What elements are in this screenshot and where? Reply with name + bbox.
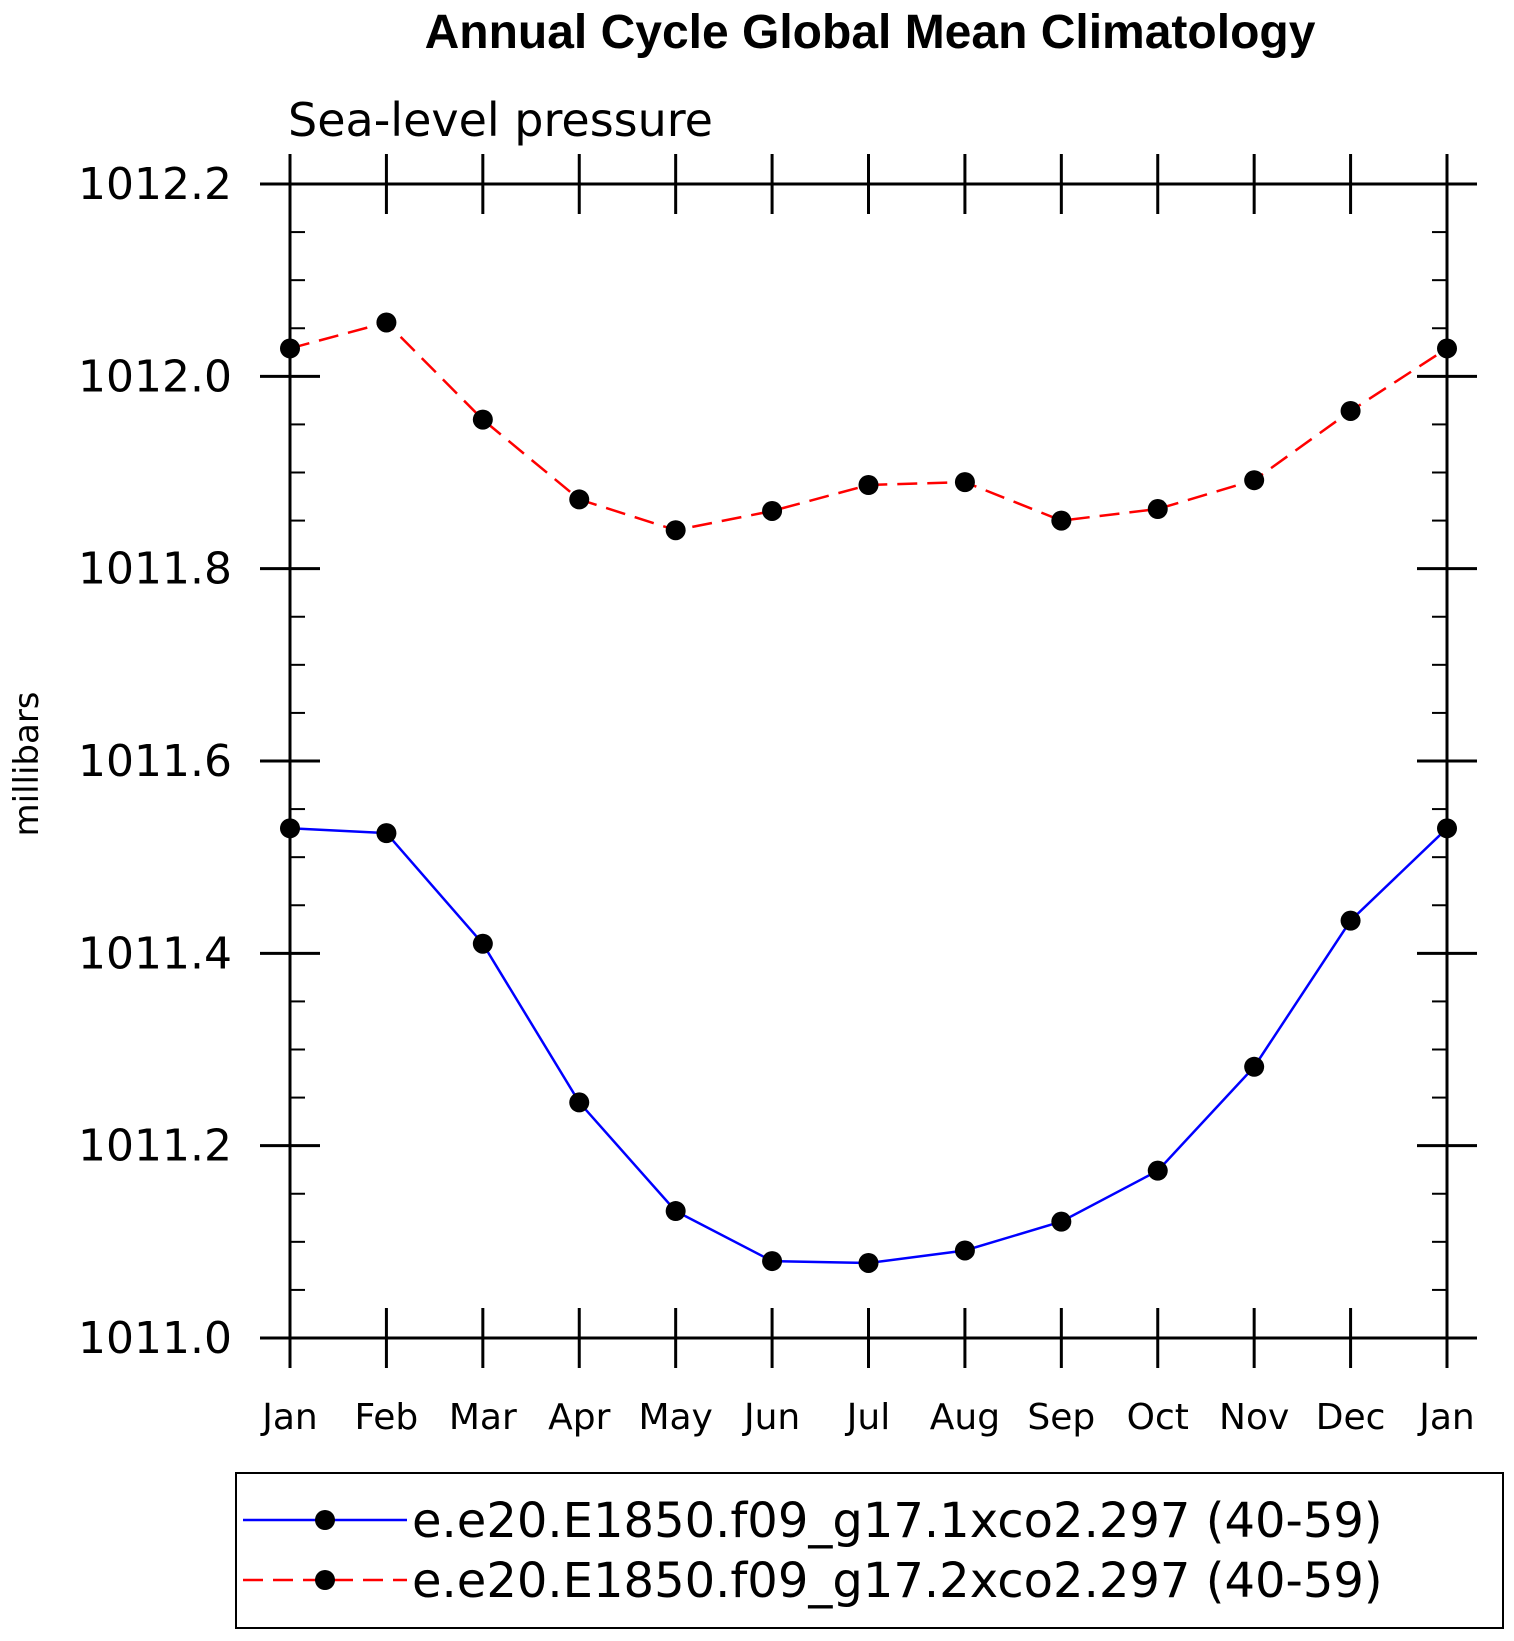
- data-point: [1340, 910, 1361, 931]
- x-tick-label: May: [638, 1397, 712, 1438]
- data-point: [665, 1201, 686, 1222]
- series-line-2: [289, 321, 1448, 532]
- data-point: [954, 1240, 975, 1261]
- plot-frame: [288, 182, 1449, 1340]
- y-tick-label: 1011.0: [78, 1313, 232, 1364]
- x-tick-label: Jan: [260, 1397, 318, 1438]
- legend-label-2: e.e20.E1850.f09_g17.2xco2.297 (40-59): [412, 1553, 1383, 1609]
- y-tick-label: 1012.0: [78, 351, 232, 402]
- x-tick-label: Aug: [930, 1397, 1000, 1438]
- data-point: [858, 475, 879, 496]
- data-point: [1147, 1160, 1168, 1181]
- x-tick-label: Jul: [845, 1397, 890, 1438]
- legend-box: [235, 1472, 1504, 1629]
- chart-subtitle: Sea-level pressure: [288, 93, 713, 147]
- data-point: [954, 472, 975, 493]
- series-line-1: [289, 827, 1448, 1265]
- data-point: [472, 933, 493, 954]
- data-point: [569, 489, 590, 510]
- data-point: [1244, 470, 1265, 491]
- data-point: [569, 1092, 590, 1113]
- data-point: [1051, 1211, 1072, 1232]
- data-point: [762, 500, 783, 521]
- x-tick-label: Apr: [548, 1397, 610, 1438]
- y-tick-label: 1011.6: [78, 736, 232, 787]
- data-point: [1244, 1056, 1265, 1077]
- x-tick-label: Nov: [1219, 1397, 1289, 1438]
- legend: e.e20.E1850.f09_g17.1xco2.297 (40-59)e.e…: [235, 1472, 1504, 1629]
- data-point: [472, 409, 493, 430]
- x-tick-label: Oct: [1127, 1397, 1189, 1438]
- x-tick-label: Sep: [1027, 1397, 1095, 1438]
- y-tick-label: 1011.4: [78, 928, 232, 979]
- y-tick-label: 1011.8: [78, 544, 232, 595]
- data-point: [665, 520, 686, 541]
- y-tick-label: 1011.2: [78, 1121, 232, 1172]
- legend-label-1: e.e20.E1850.f09_g17.1xco2.297 (40-59): [412, 1493, 1383, 1549]
- axis-ticks: Jan Feb Mar Apr May Jun Jul Aug Sep Oct Nov Dec Jan 1…: [78, 154, 1477, 1438]
- data-point: [1340, 400, 1361, 421]
- x-tick-label: Jan: [1417, 1397, 1475, 1438]
- data-point: [1051, 510, 1072, 531]
- y-tick-label: 1012.2: [78, 159, 232, 210]
- x-tick-label: Feb: [355, 1397, 419, 1438]
- legend-marker: [315, 1570, 335, 1590]
- x-tick-label: Jun: [742, 1397, 800, 1438]
- data-point: [1147, 499, 1168, 520]
- y-axis-label: millibars: [7, 691, 47, 836]
- data-point: [376, 312, 397, 333]
- x-tick-label: Mar: [449, 1397, 517, 1438]
- x-tick-label: Dec: [1316, 1397, 1386, 1438]
- data-point: [858, 1252, 879, 1273]
- data-point: [762, 1251, 783, 1272]
- chart-title: Annual Cycle Global Mean Climatology: [425, 6, 1316, 59]
- legend-marker: [315, 1510, 335, 1530]
- series-layer: [280, 312, 1457, 1273]
- data-point: [376, 823, 397, 844]
